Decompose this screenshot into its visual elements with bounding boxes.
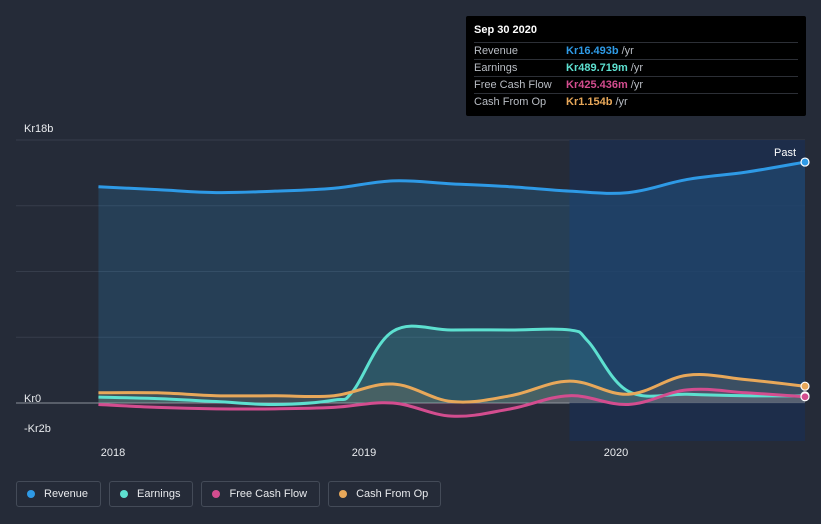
tooltip-label: Earnings [474, 62, 518, 74]
line-free-cash-flow [98, 387, 806, 418]
series-areas [98, 162, 805, 417]
legend-item-cash-from-op[interactable]: Cash From Op [328, 481, 442, 507]
tooltip-unit: /yr [615, 96, 628, 108]
past-label: Past [774, 147, 797, 159]
tooltip-label: Free Cash Flow [474, 79, 552, 91]
legend-dot-icon [339, 490, 348, 498]
tooltip-row-free-cash-flow: Free Cash Flow Kr425.436m /yr [474, 76, 798, 93]
legend-dot-icon [212, 490, 221, 498]
tooltip-unit: /yr [630, 62, 644, 74]
legend-dot-icon [27, 490, 35, 498]
legend-label: Free Cash Flow [229, 488, 308, 500]
series-lines [98, 160, 806, 418]
y-tick-label-neg-2b: -Kr2b [24, 423, 51, 435]
end-marker-revenue [800, 157, 810, 167]
area-earnings [98, 326, 805, 405]
tooltip-row-revenue: Revenue Kr16.493b /yr [474, 42, 798, 59]
x-tick-label-2019: 2019 [351, 447, 377, 459]
end-marker-free-cash-flow [800, 392, 810, 402]
x-tick-label-2018: 2018 [100, 447, 126, 459]
tooltip-value: Kr1.154b [566, 96, 613, 108]
tooltip-label: Cash From Op [474, 96, 547, 108]
legend-item-earnings[interactable]: Earnings [109, 481, 194, 507]
chart-legend: Revenue Earnings Free Cash Flow Cash Fro… [16, 481, 442, 507]
area-revenue [98, 162, 805, 404]
data-tooltip: Sep 30 2020 Revenue Kr16.493b /yr Earnin… [466, 16, 806, 116]
tooltip-unit: /yr [621, 45, 634, 57]
tooltip-value: Kr16.493b [566, 45, 619, 57]
tooltip-value: Kr489.719m [566, 62, 628, 74]
y-tick-label-18b: Kr18b [24, 123, 54, 135]
series-end-markers [800, 157, 810, 402]
legend-label: Revenue [44, 488, 89, 500]
legend-label: Cash From Op [356, 488, 429, 500]
tooltip-row-cash-from-op: Cash From Op Kr1.154b /yr [474, 93, 798, 110]
tooltip-row-earnings: Earnings Kr489.719m /yr [474, 59, 798, 76]
tooltip-label: Revenue [474, 45, 519, 57]
legend-dot-icon [120, 490, 129, 498]
legend-label: Earnings [137, 488, 181, 500]
line-revenue [98, 160, 806, 195]
legend-item-free-cash-flow[interactable]: Free Cash Flow [201, 481, 321, 507]
tooltip-unit: /yr [630, 79, 644, 91]
legend-item-revenue[interactable]: Revenue [16, 481, 102, 507]
tooltip-value: Kr425.436m [566, 79, 628, 91]
end-marker-cash-from-op [800, 381, 810, 391]
y-tick-label-0: Kr0 [24, 393, 42, 405]
x-tick-label-2020: 2020 [603, 447, 629, 459]
tooltip-date: Sep 30 2020 [474, 24, 537, 36]
line-cash-from-op [98, 373, 806, 404]
